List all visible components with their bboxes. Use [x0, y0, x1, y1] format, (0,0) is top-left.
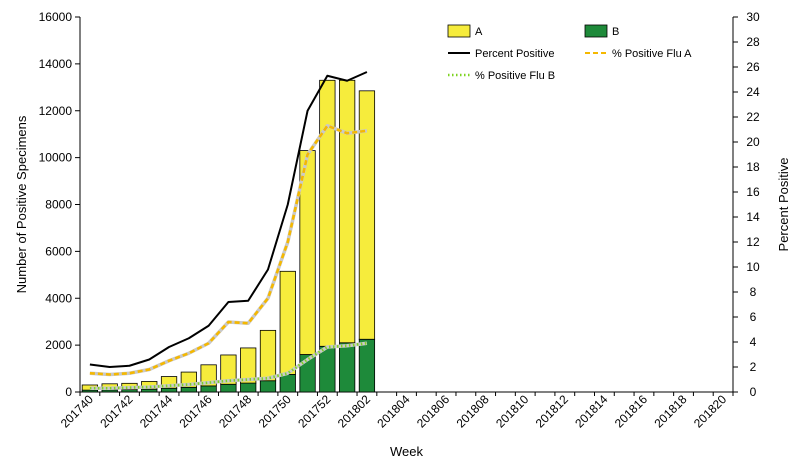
- bar-a: [240, 347, 257, 384]
- bar-a: [339, 79, 356, 344]
- bar-a: [319, 79, 336, 347]
- legend-label-a: A: [475, 26, 483, 38]
- x-tick-label: 201746: [177, 392, 215, 430]
- x-tick-label: 201744: [137, 392, 175, 430]
- x-tick-label: 201816: [612, 392, 650, 430]
- bar-b: [141, 388, 158, 393]
- x-tick-label: 201752: [295, 392, 333, 430]
- y2-tick-label: 10: [746, 260, 760, 274]
- x-tick-label: 201750: [256, 392, 294, 430]
- legend-label: % Positive Flu B: [475, 70, 555, 82]
- y-tick-label: 6000: [45, 244, 72, 258]
- x-tick-label: 201804: [374, 392, 412, 430]
- bar-a: [259, 329, 277, 382]
- x-tick-label: 201802: [335, 392, 373, 430]
- x-tick-label: 201812: [533, 392, 571, 430]
- x-tick-label: 201810: [493, 392, 531, 430]
- x-tick-label: 201820: [691, 392, 729, 430]
- y2-tick-label: 24: [746, 85, 760, 99]
- series-line-positive-flu-a: [89, 124, 368, 376]
- y-tick-label: 4000: [45, 291, 72, 305]
- y2-tick-label: 20: [746, 135, 760, 149]
- y-tick-label: 10000: [39, 151, 73, 165]
- y2-tick-label: 6: [750, 310, 757, 324]
- y2-tick-label: 4: [750, 335, 757, 349]
- y2-tick-label: 14: [746, 210, 760, 224]
- y2-tick-label: 0: [750, 385, 757, 399]
- y2-tick-label: 30: [746, 10, 760, 24]
- bar-b: [319, 345, 336, 393]
- y2-tick-label: 2: [750, 360, 757, 374]
- y-tick-label: 2000: [45, 338, 72, 352]
- bar-b: [180, 386, 197, 393]
- bar-b: [160, 387, 178, 393]
- x-tick-label: 201748: [216, 392, 254, 430]
- legend-label-b: B: [612, 26, 619, 38]
- x-tick-label: 201818: [651, 392, 689, 430]
- x-tick-label: 201806: [414, 392, 452, 430]
- bar-a: [160, 376, 178, 389]
- x-axis-title: Week: [390, 444, 423, 459]
- y2-tick-label: 12: [746, 235, 760, 249]
- series-line-shadow: [89, 341, 368, 390]
- legend-label: % Positive Flu A: [612, 48, 692, 60]
- y2-tick-label: 16: [746, 185, 760, 199]
- y2-tick-label: 18: [746, 160, 760, 174]
- y2-tick-label: 8: [750, 285, 757, 299]
- bar-b: [259, 380, 277, 393]
- bar-b: [200, 385, 217, 393]
- bar-b: [240, 382, 257, 393]
- bar-a: [358, 90, 376, 340]
- bar-b: [279, 374, 296, 393]
- x-tick-label: 201742: [97, 392, 135, 430]
- x-tick-label: 201740: [58, 392, 96, 430]
- y2-tick-label: 28: [746, 35, 760, 49]
- x-tick-label: 201808: [454, 392, 492, 430]
- y-tick-label: 8000: [45, 198, 72, 212]
- series-line-percent-positive: [89, 71, 368, 368]
- bar-b: [339, 342, 356, 393]
- y-axis-title: Number of Positive Specimens: [14, 115, 29, 293]
- y-tick-label: 12000: [39, 104, 73, 118]
- y2-tick-label: 22: [746, 110, 760, 124]
- y2-axis-title: Percent Positive: [776, 158, 791, 252]
- y-tick-label: 16000: [39, 10, 73, 24]
- bar-b: [220, 383, 237, 393]
- legend-swatch-a: [447, 24, 471, 38]
- legend-label: Percent Positive: [475, 48, 554, 60]
- y2-tick-label: 26: [746, 60, 760, 74]
- bar-a: [220, 354, 237, 385]
- y-tick-label: 14000: [39, 57, 73, 71]
- bar-b: [358, 338, 376, 393]
- bar-a: [279, 270, 296, 375]
- x-tick-label: 201814: [572, 392, 610, 430]
- bar-a: [299, 150, 316, 355]
- legend-swatch-b: [584, 24, 608, 38]
- y-tick-label: 0: [65, 385, 72, 399]
